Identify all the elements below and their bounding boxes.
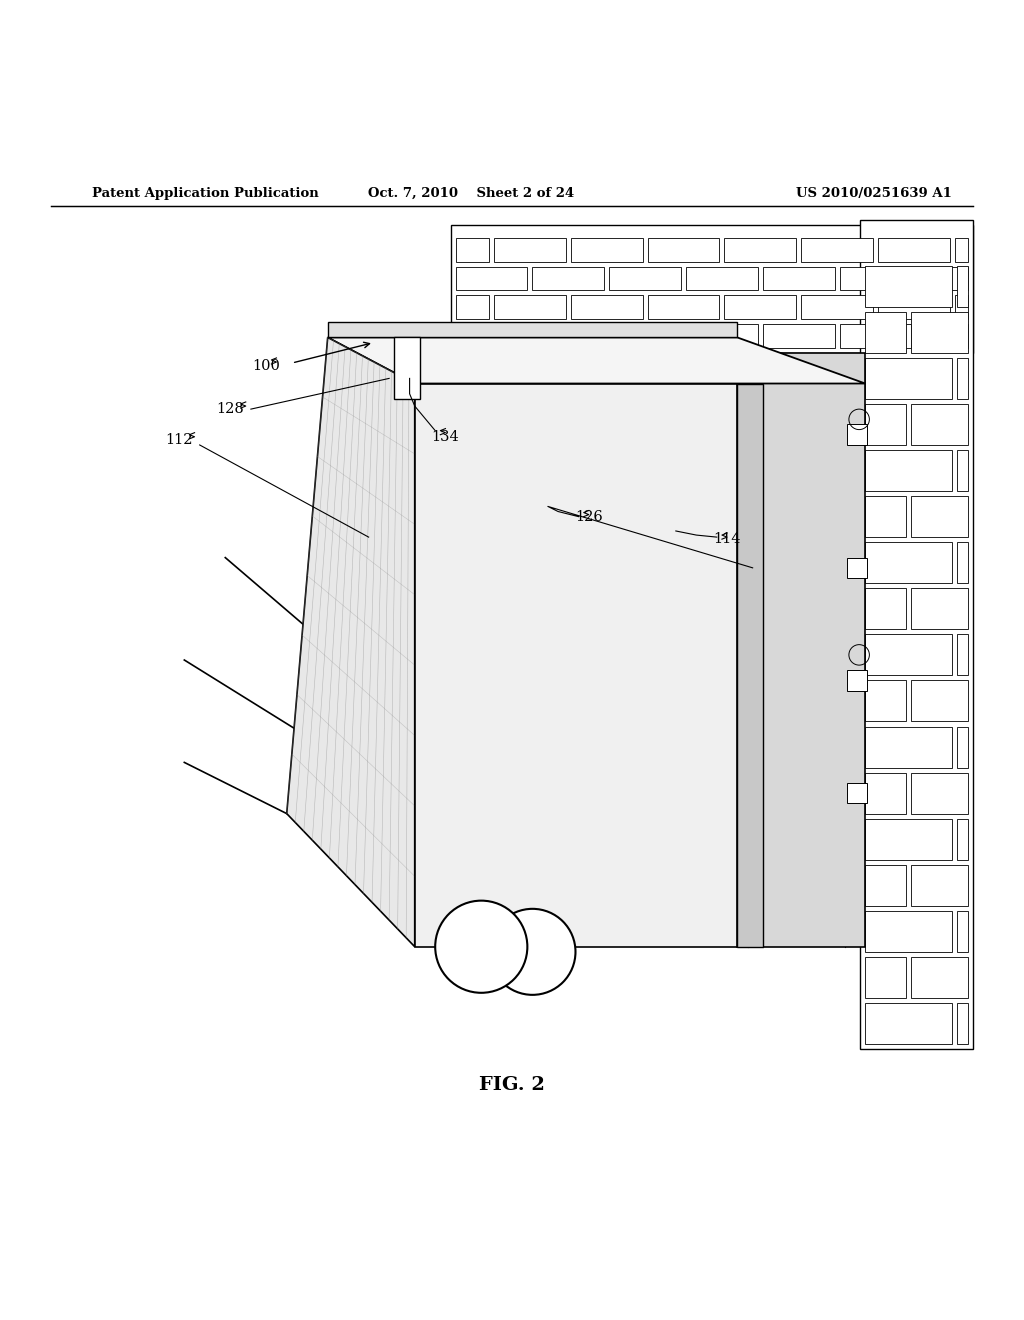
Bar [847,557,867,578]
Bar [957,726,968,767]
Bar [865,1003,952,1044]
Bar [957,450,968,491]
Bar [609,267,681,290]
Bar [847,425,867,445]
Bar [763,325,835,347]
Bar [911,312,968,352]
Bar [957,543,968,583]
Bar [954,238,968,261]
Bar [865,818,952,859]
Bar [571,238,643,261]
Bar [724,238,796,261]
Circle shape [435,900,527,993]
Bar [840,267,911,290]
Bar [865,681,906,722]
Bar [911,957,968,998]
Bar [865,543,952,583]
Bar [865,265,952,306]
Bar [878,238,949,261]
Bar [532,267,604,290]
Bar [865,635,952,676]
Bar [865,450,952,491]
Text: 128: 128 [216,403,245,416]
Polygon shape [415,384,737,946]
Bar [456,238,489,261]
Bar [801,238,872,261]
Bar [957,818,968,859]
Bar [916,325,968,347]
Bar [911,865,968,906]
Bar [847,783,867,804]
Polygon shape [328,338,865,384]
Bar [911,681,968,722]
Bar [647,296,719,319]
Bar [911,772,968,813]
Text: Oct. 7, 2010    Sheet 2 of 24: Oct. 7, 2010 Sheet 2 of 24 [368,186,574,199]
Bar [451,224,973,352]
Bar [847,671,867,690]
Bar [860,219,973,1049]
Bar [495,296,565,319]
Text: 126: 126 [574,510,603,524]
Bar [865,312,906,352]
Bar [865,911,952,952]
Bar [456,267,527,290]
Text: 112: 112 [166,433,193,447]
Bar [911,404,968,445]
Bar [957,911,968,952]
Bar [865,496,906,537]
Bar [456,325,527,347]
Text: FIG. 2: FIG. 2 [479,1076,545,1094]
Polygon shape [737,384,763,946]
Circle shape [489,909,575,995]
Bar [865,589,906,630]
Text: Patent Application Publication: Patent Application Publication [92,186,318,199]
Text: US 2010/0251639 A1: US 2010/0251639 A1 [797,186,952,199]
Bar [686,267,758,290]
Bar [686,325,758,347]
Bar [954,296,968,319]
Bar [878,296,949,319]
Bar [865,404,906,445]
Bar [865,772,906,813]
Bar [456,296,489,319]
Text: 114: 114 [714,532,740,546]
Bar [840,325,911,347]
Bar [724,296,796,319]
Bar [916,267,968,290]
Bar [571,296,643,319]
Text: 100: 100 [252,359,281,374]
Bar [609,325,681,347]
Bar [865,865,906,906]
Polygon shape [287,338,415,946]
Bar [495,238,565,261]
Text: 134: 134 [431,430,460,444]
Bar [957,265,968,306]
Bar [911,496,968,537]
Bar [737,352,865,946]
Bar [865,957,906,998]
Bar [911,589,968,630]
Bar [957,635,968,676]
Polygon shape [328,322,737,338]
Bar [957,1003,968,1044]
Bar [865,358,952,399]
Bar [532,325,604,347]
Bar [763,267,835,290]
Bar [957,358,968,399]
Bar [394,338,420,399]
Bar [865,726,952,767]
Bar [647,238,719,261]
Bar [801,296,872,319]
